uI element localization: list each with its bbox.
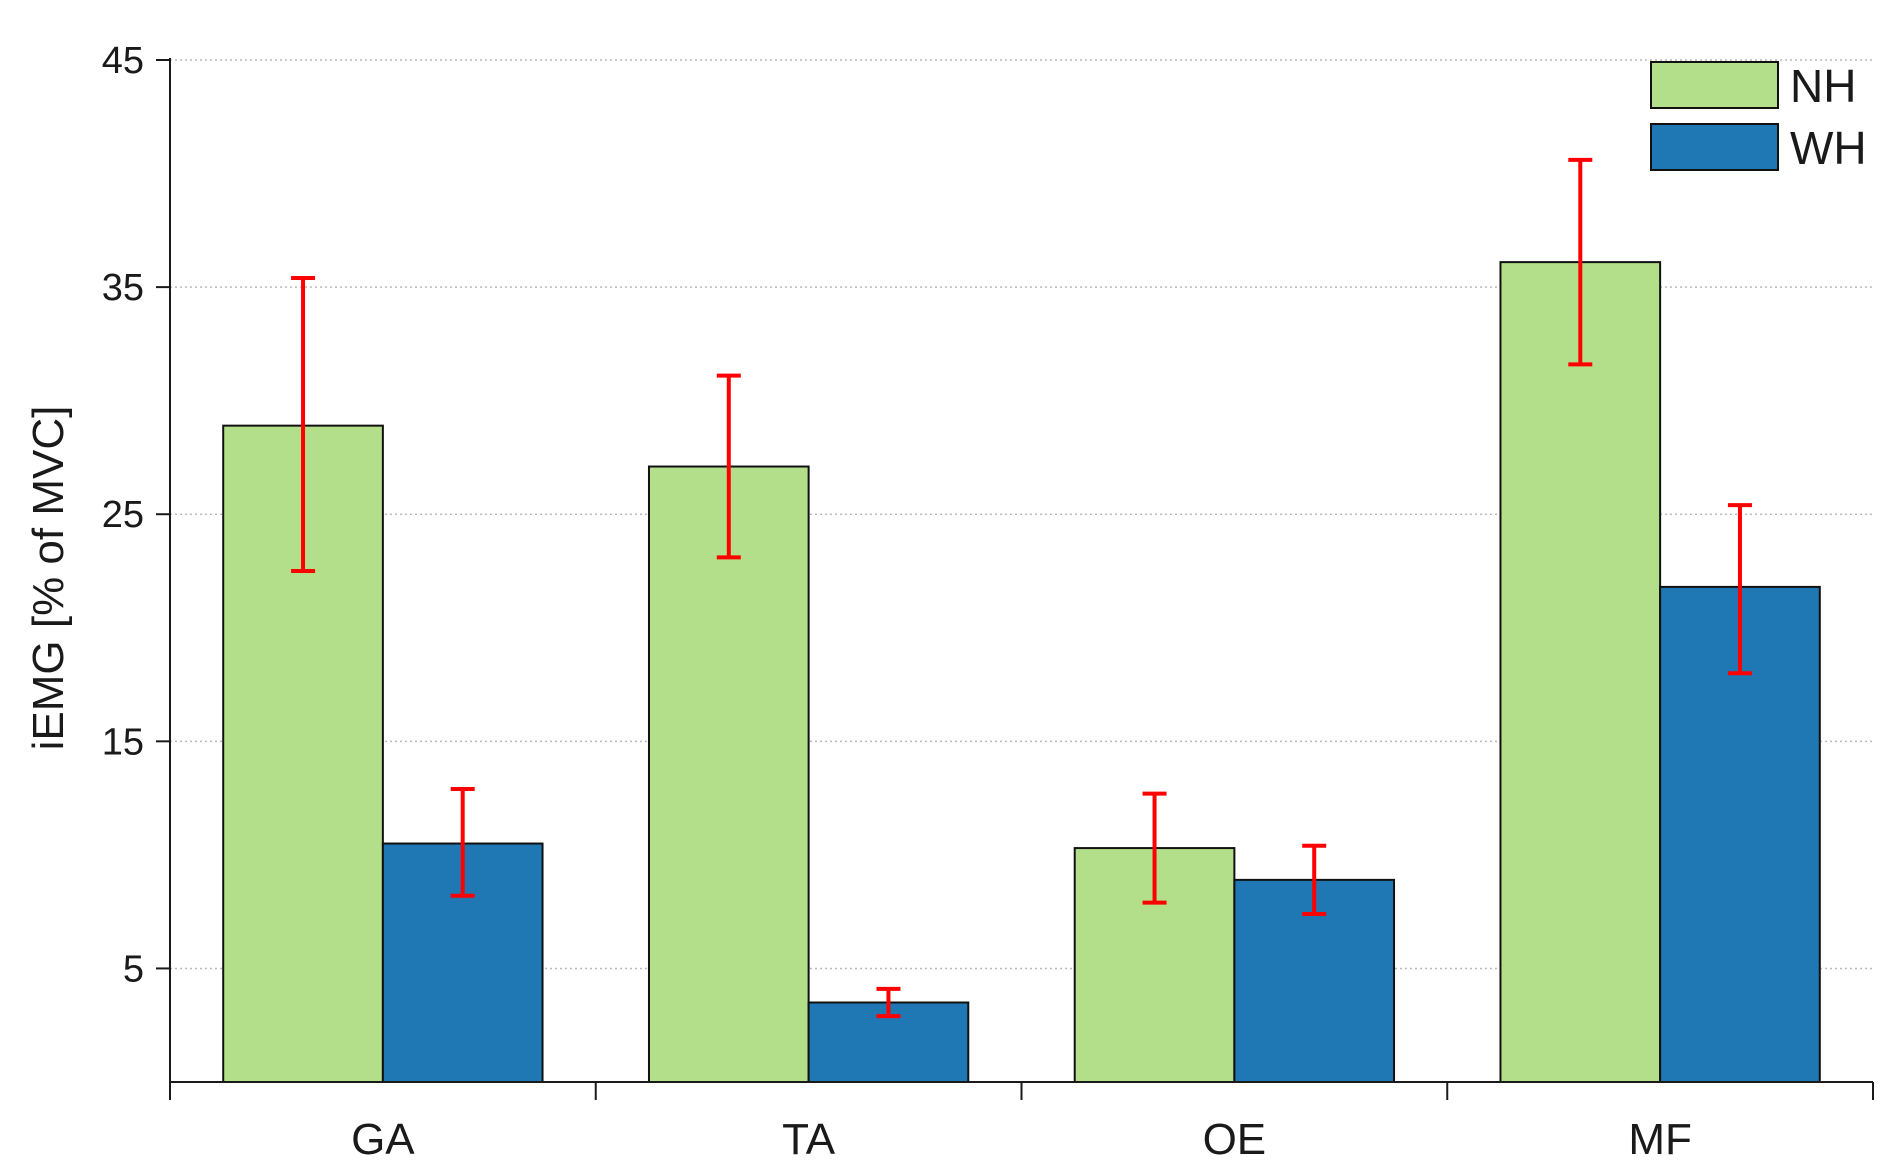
bar-nh-mf <box>1499 261 1662 1083</box>
y-tick-label: 25 <box>102 494 144 536</box>
y-axis-label: iEMG [% of MVC] <box>24 406 73 751</box>
error-bar-nh-ta <box>716 373 741 560</box>
bar-nh-ga <box>222 424 384 1084</box>
y-tick-label: 15 <box>102 721 144 763</box>
legend-label-nh: NH <box>1790 60 1856 112</box>
x-tick-label: MF <box>1628 1115 1692 1164</box>
error-bar-nh-mf <box>1568 157 1593 367</box>
error-bar-wh-ga <box>450 787 475 898</box>
legend-swatch-nh <box>1650 61 1779 109</box>
axes: 5 15 25 35 45 GA TA OE MF <box>102 40 1874 1164</box>
legend: NH WH <box>1650 60 1867 174</box>
x-tick-label: GA <box>351 1115 415 1164</box>
error-bar-nh-oe <box>1142 791 1167 905</box>
legend-swatch-wh <box>1650 123 1779 171</box>
y-tick-label: 45 <box>102 40 144 82</box>
y-tick-label: 5 <box>123 948 144 990</box>
x-tick-label: TA <box>782 1115 836 1164</box>
error-bar-wh-oe <box>1302 843 1327 916</box>
bars <box>222 261 1821 1084</box>
error-bar-wh-ta <box>876 986 901 1019</box>
bar-nh-ta <box>647 465 810 1084</box>
x-tick-label: OE <box>1203 1115 1267 1164</box>
error-bar-nh-ga <box>291 276 316 573</box>
grid-lines <box>170 59 1873 970</box>
legend-label-wh: WH <box>1790 122 1867 174</box>
error-bar-wh-mf <box>1727 503 1752 676</box>
y-tick-label: 35 <box>102 267 144 309</box>
error-bars <box>291 157 1752 1019</box>
